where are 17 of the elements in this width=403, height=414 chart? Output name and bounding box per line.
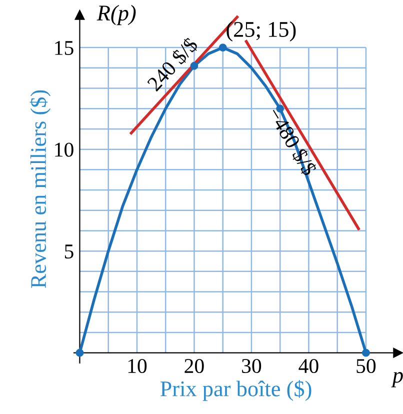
annotation: (25; 15) bbox=[226, 21, 296, 42]
point bbox=[76, 348, 84, 357]
x-tick-label: 30 bbox=[242, 358, 262, 374]
y-tick-label: 5 bbox=[64, 244, 74, 259]
x-tick-label: 10 bbox=[128, 358, 147, 374]
annotation: R(p) bbox=[96, 4, 136, 26]
x-tick-label: 40 bbox=[298, 358, 318, 374]
x-axis-title: Prix par boîte ($) bbox=[160, 380, 312, 401]
point bbox=[218, 44, 227, 52]
y-tick-label: 15 bbox=[55, 41, 74, 55]
annotation: 240 $/$ bbox=[146, 36, 200, 93]
point bbox=[362, 348, 370, 357]
x-tick-label: 50 bbox=[356, 358, 376, 374]
x-tick-label: 20 bbox=[184, 358, 204, 374]
y-tick-label: 10 bbox=[55, 142, 74, 157]
text: p bbox=[391, 372, 403, 388]
y-axis-title: Revenu en milliers ($) bbox=[30, 90, 51, 288]
